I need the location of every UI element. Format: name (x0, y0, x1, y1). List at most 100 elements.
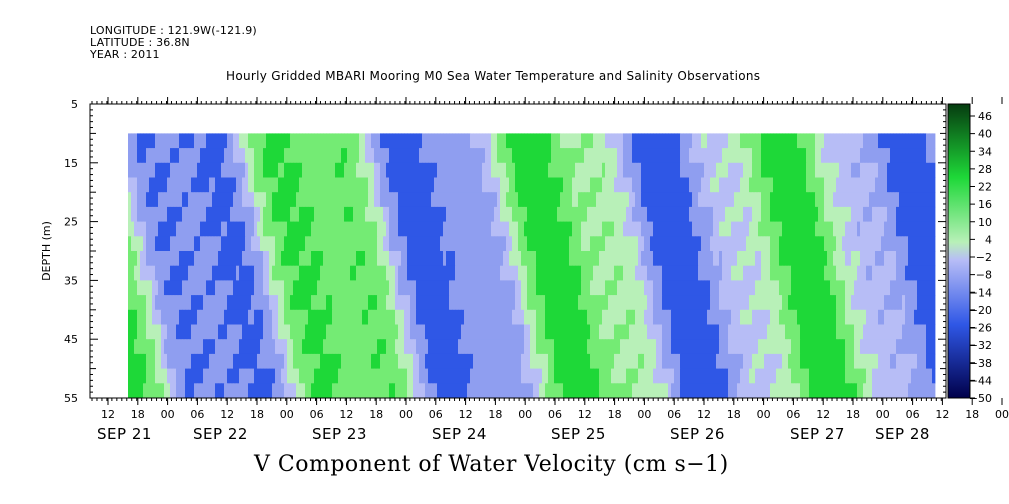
heatmap-cell (854, 206, 858, 222)
heatmap-cell (689, 265, 693, 281)
heatmap-cell (455, 368, 459, 384)
heatmap-cell (569, 280, 573, 296)
heatmap-cell (302, 295, 306, 311)
heatmap-cell (557, 177, 561, 193)
heatmap-cell (836, 324, 840, 340)
heatmap-cell (626, 383, 630, 399)
heatmap-cell (422, 339, 426, 355)
heatmap-cell (452, 206, 456, 222)
heatmap-cell (791, 236, 795, 252)
heatmap-cell (212, 206, 216, 222)
heatmap-cell (200, 309, 204, 325)
heatmap-cell (845, 339, 849, 355)
heatmap-cell (776, 206, 780, 222)
heatmap-cell (161, 192, 165, 208)
heatmap-cell (455, 309, 459, 325)
heatmap-cell (875, 236, 879, 252)
heatmap-cell (791, 133, 795, 149)
heatmap-cell (335, 177, 339, 193)
heatmap-cell (914, 339, 918, 355)
heatmap-cell (386, 368, 390, 384)
heatmap-cell (155, 192, 159, 208)
heatmap-cell (638, 236, 642, 252)
heatmap-cell (644, 353, 648, 369)
heatmap-cell (737, 280, 741, 296)
heatmap-cell (728, 133, 732, 149)
heatmap-cell (449, 236, 453, 252)
heatmap-cell (521, 324, 525, 340)
heatmap-cell (758, 162, 762, 178)
heatmap-cell (602, 295, 606, 311)
heatmap-cell (755, 324, 759, 340)
heatmap-cell (809, 133, 813, 149)
heatmap-cell (488, 133, 492, 149)
heatmap-cell (764, 192, 768, 208)
heatmap-cell (662, 265, 666, 281)
heatmap-cell (587, 383, 591, 399)
heatmap-cell (215, 353, 219, 369)
heatmap-cell (770, 148, 774, 164)
heatmap-cell (710, 162, 714, 178)
heatmap-cell (458, 177, 462, 193)
heatmap-cell (491, 280, 495, 296)
heatmap-cell (314, 339, 318, 355)
heatmap-cell (461, 383, 465, 399)
heatmap-cell (797, 339, 801, 355)
heatmap-cell (308, 251, 312, 267)
heatmap-cell (548, 133, 552, 149)
heatmap-cell (563, 368, 567, 384)
heatmap-cell (773, 221, 777, 237)
heatmap-cell (266, 339, 270, 355)
heatmap-cell (725, 280, 729, 296)
heatmap-cell (746, 339, 750, 355)
heatmap-cell (278, 295, 282, 311)
heatmap-cell (899, 177, 903, 193)
heatmap-cell (458, 206, 462, 222)
heatmap-cell (848, 162, 852, 178)
heatmap-cell (371, 206, 375, 222)
heatmap-cell (236, 383, 240, 399)
heatmap-cell (431, 236, 435, 252)
heatmap-cell (893, 221, 897, 237)
heatmap-cell (272, 309, 276, 325)
heatmap-cell (902, 192, 906, 208)
heatmap-cell (878, 133, 882, 149)
heatmap-cell (893, 177, 897, 193)
heatmap-cell (767, 324, 771, 340)
heatmap-cell (422, 368, 426, 384)
heatmap-cell (656, 324, 660, 340)
heatmap-cell (695, 309, 699, 325)
heatmap-cell (293, 339, 297, 355)
heatmap-cell (773, 339, 777, 355)
heatmap-cell (929, 221, 933, 237)
heatmap-cell (347, 339, 351, 355)
heatmap-cell (791, 353, 795, 369)
heatmap-cell (692, 192, 696, 208)
heatmap-cell (860, 383, 864, 399)
heatmap-cell (731, 280, 735, 296)
heatmap-cell (284, 324, 288, 340)
heatmap-cell (659, 383, 663, 399)
heatmap-cell (224, 339, 228, 355)
heatmap-cell (677, 148, 681, 164)
heatmap-cell (284, 353, 288, 369)
heatmap-cell (527, 383, 531, 399)
heatmap-cell (818, 236, 822, 252)
heatmap-cell (215, 383, 219, 399)
heatmap-cell (182, 148, 186, 164)
heatmap-cell (371, 339, 375, 355)
heatmap-cell (404, 339, 408, 355)
heatmap-cell (773, 251, 777, 267)
heatmap-cell (329, 236, 333, 252)
heatmap-cell (290, 295, 294, 311)
heatmap-cell (161, 295, 165, 311)
heatmap-cell (812, 177, 816, 193)
heatmap-cell (281, 192, 285, 208)
heatmap-cell (539, 177, 543, 193)
heatmap-cell (428, 324, 432, 340)
heatmap-cell (632, 265, 636, 281)
heatmap-cell (710, 221, 714, 237)
heatmap-cell (470, 148, 474, 164)
heatmap-cell (626, 133, 630, 149)
heatmap-cell (728, 206, 732, 222)
